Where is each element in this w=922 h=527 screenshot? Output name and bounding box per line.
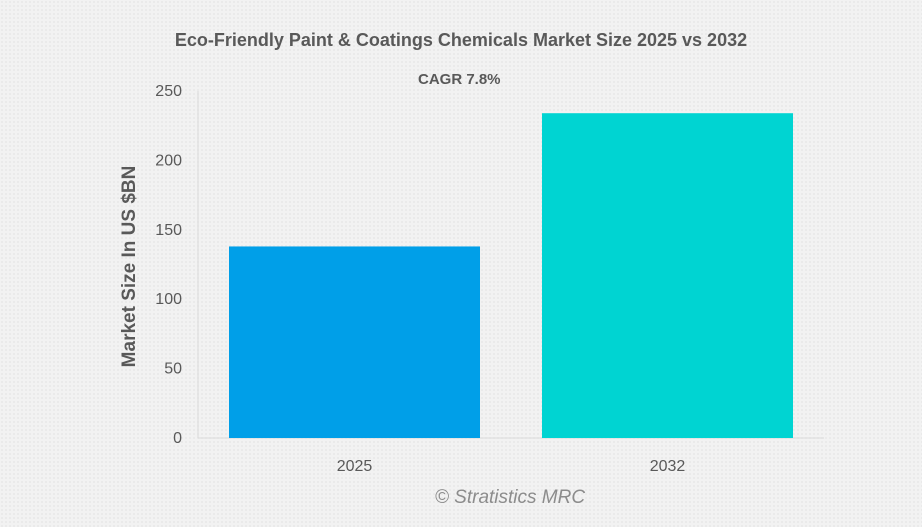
bar-2032	[542, 113, 793, 438]
y-tick-label: 0	[173, 430, 182, 447]
y-tick-label: 50	[164, 361, 182, 378]
watermark: © Stratistics MRC	[434, 487, 586, 508]
y-tick-label: 100	[155, 291, 182, 308]
x-tick-label: 2025	[337, 458, 373, 475]
y-axis-label: Market Size In US $BN	[119, 166, 140, 368]
y-tick-label: 250	[155, 83, 182, 100]
x-tick-label: 2032	[650, 458, 686, 475]
y-tick-label: 150	[155, 222, 182, 239]
y-tick-label: 200	[155, 152, 182, 169]
chart-title: Eco-Friendly Paint & Coatings Chemicals …	[174, 30, 748, 50]
bar-2025	[229, 246, 480, 438]
cagr-annotation: CAGR 7.8%	[418, 71, 501, 88]
